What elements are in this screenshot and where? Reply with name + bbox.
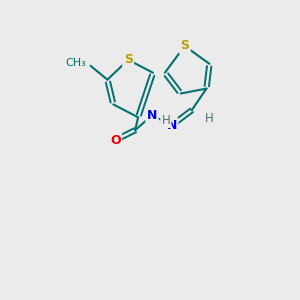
Text: O: O — [110, 134, 121, 147]
Text: N: N — [147, 109, 157, 122]
Text: N: N — [167, 119, 177, 132]
Text: S: S — [124, 53, 133, 66]
Text: H: H — [161, 114, 170, 127]
Text: S: S — [180, 40, 189, 52]
Text: H: H — [205, 112, 214, 125]
Text: CH₃: CH₃ — [66, 58, 87, 68]
